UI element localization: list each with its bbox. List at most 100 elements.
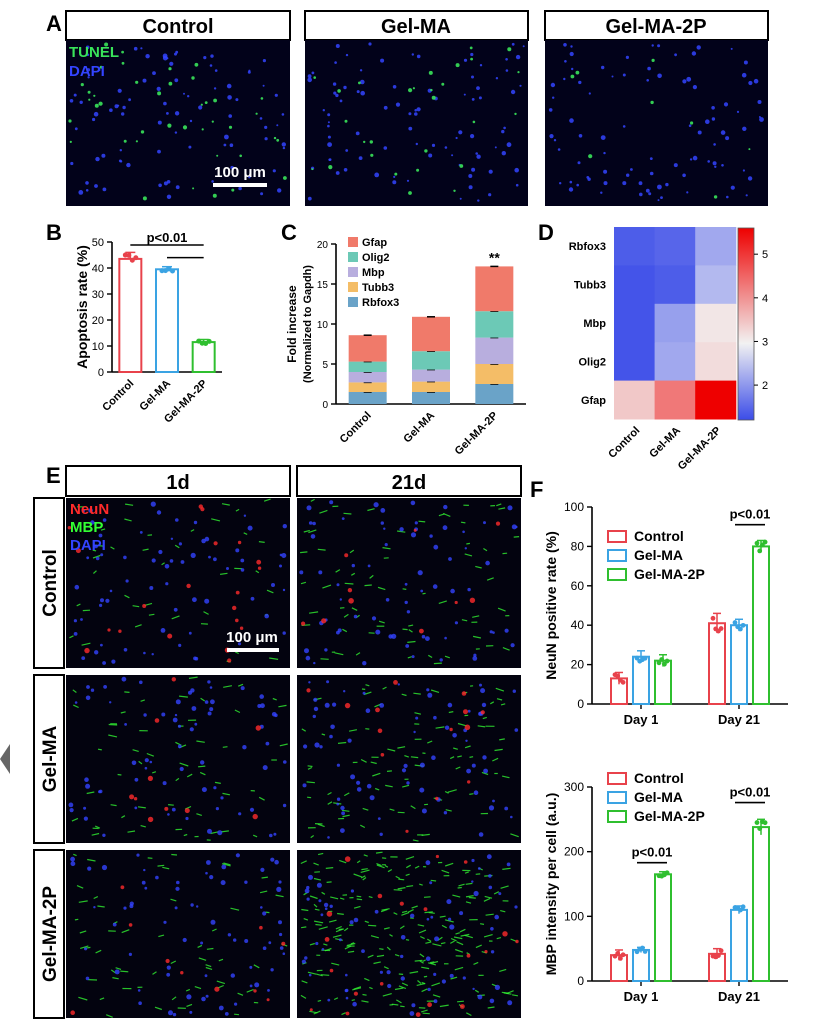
mbp-fiber: [328, 919, 337, 923]
mbp-fiber: [87, 858, 96, 862]
dapi-nucleus: [563, 77, 566, 81]
dapi-nucleus: [209, 875, 214, 880]
mbp-fiber: [171, 615, 180, 620]
dapi-nucleus: [327, 121, 330, 124]
dapi-nucleus: [501, 151, 506, 156]
dapi-nucleus: [278, 920, 282, 925]
heatmap-cell: [695, 380, 737, 420]
dapi-nucleus: [283, 760, 287, 764]
mbp-fiber: [221, 830, 229, 833]
dapi-nucleus: [375, 629, 381, 635]
tunel-positive-cell: [273, 136, 277, 140]
dapi-nucleus: [207, 711, 212, 716]
dapi-nucleus: [373, 502, 379, 508]
data-point: [642, 949, 648, 954]
dapi-nucleus: [86, 68, 91, 72]
mbp-fiber: [79, 930, 87, 934]
heatmap-cell: [614, 342, 656, 382]
dapi-nucleus: [174, 111, 180, 116]
mbp-fiber: [152, 971, 157, 975]
dapi-nucleus: [313, 661, 316, 665]
dapi-nucleus: [365, 708, 371, 713]
mbp-fiber: [455, 932, 460, 935]
dapi-nucleus: [226, 83, 232, 89]
panel-a-cell-dots: [68, 42, 764, 202]
dapi-nucleus: [73, 619, 77, 623]
mbp-fiber: [142, 548, 149, 551]
dapi-nucleus: [705, 119, 710, 124]
dapi-nucleus: [112, 922, 117, 927]
mbp-fiber: [309, 611, 319, 614]
dapi-nucleus: [85, 783, 91, 789]
dapi-nucleus: [471, 75, 474, 79]
data-point: [732, 620, 738, 625]
mbp-fiber: [237, 992, 244, 996]
dapi-nucleus: [336, 763, 340, 767]
dapi-nucleus: [316, 882, 322, 888]
dapi-nucleus: [319, 745, 323, 749]
mbp-fiber: [440, 942, 446, 945]
neun-positive-cell: [306, 688, 311, 693]
neun-positive-cell: [321, 618, 327, 624]
mbp-fiber: [375, 787, 380, 791]
tunel-positive-cell: [192, 187, 195, 190]
neun-positive-cell: [118, 629, 122, 633]
mbp-fiber: [234, 651, 239, 655]
dapi-nucleus: [630, 168, 633, 171]
dapi-nucleus: [247, 70, 251, 74]
dapi-nucleus: [93, 111, 99, 117]
dapi-nucleus: [198, 105, 203, 110]
dapi-nucleus: [178, 542, 182, 546]
neun-positive-cell: [235, 618, 239, 623]
mbp-fiber: [368, 924, 377, 927]
mbp-fiber: [397, 530, 406, 533]
mbp-fiber: [350, 942, 355, 945]
dapi-nucleus: [121, 676, 127, 682]
dapi-nucleus: [165, 582, 169, 586]
dapi-nucleus: [380, 58, 385, 63]
mbp-fiber: [418, 520, 426, 523]
legend-label-rbfox3: Rbfox3: [362, 297, 399, 309]
mbp-fiber: [477, 725, 486, 728]
dapi-nucleus: [237, 642, 242, 646]
mbp-fiber: [460, 521, 466, 524]
mbp-fiber: [124, 691, 130, 693]
mbp-fiber: [196, 813, 202, 816]
panel-a-title-gelma: Gel-MA: [381, 16, 451, 38]
heatmap-col-label: Control: [606, 425, 642, 461]
dapi-nucleus: [139, 531, 143, 534]
stack-segment-gfap: [348, 335, 387, 362]
panel-e-col-21d: 21d: [392, 472, 426, 494]
mbp-fiber: [76, 603, 81, 607]
dapi-nucleus: [588, 92, 591, 95]
dapi-nucleus: [304, 648, 309, 654]
mbp-fiber: [179, 695, 188, 698]
scale-bar-a: [213, 183, 267, 187]
tunel-positive-cell: [650, 100, 654, 105]
tunel-positive-cell: [311, 168, 314, 171]
dapi-nucleus: [416, 107, 421, 112]
panel-letter-e: E: [46, 463, 61, 488]
dapi-nucleus: [162, 781, 167, 786]
dapi-nucleus: [578, 134, 583, 138]
dapi-nucleus: [347, 738, 352, 743]
dapi-nucleus: [691, 51, 697, 56]
mbp-fiber: [263, 498, 271, 502]
mbp-fiber: [337, 741, 347, 744]
dapi-nucleus: [742, 126, 747, 131]
dapi-nucleus: [559, 182, 562, 185]
mbp-fiber: [425, 941, 432, 944]
dapi-nucleus: [603, 169, 608, 174]
dapi-nucleus: [341, 811, 345, 816]
y-tick-label: 10: [92, 341, 104, 353]
neun-positive-cell: [515, 939, 519, 944]
data-point: [656, 660, 662, 666]
mbp-fiber: [168, 804, 174, 806]
dapi-nucleus: [462, 976, 466, 980]
left-scroll-arrow-icon[interactable]: [0, 744, 10, 774]
dapi-nucleus: [98, 790, 101, 794]
neun-positive-cell: [257, 566, 262, 570]
mbp-fiber: [353, 905, 361, 909]
mbp-fiber: [419, 883, 423, 886]
dapi-nucleus: [218, 1005, 224, 1011]
